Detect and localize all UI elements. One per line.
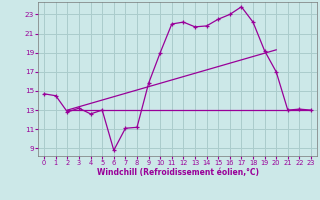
X-axis label: Windchill (Refroidissement éolien,°C): Windchill (Refroidissement éolien,°C) bbox=[97, 168, 259, 177]
